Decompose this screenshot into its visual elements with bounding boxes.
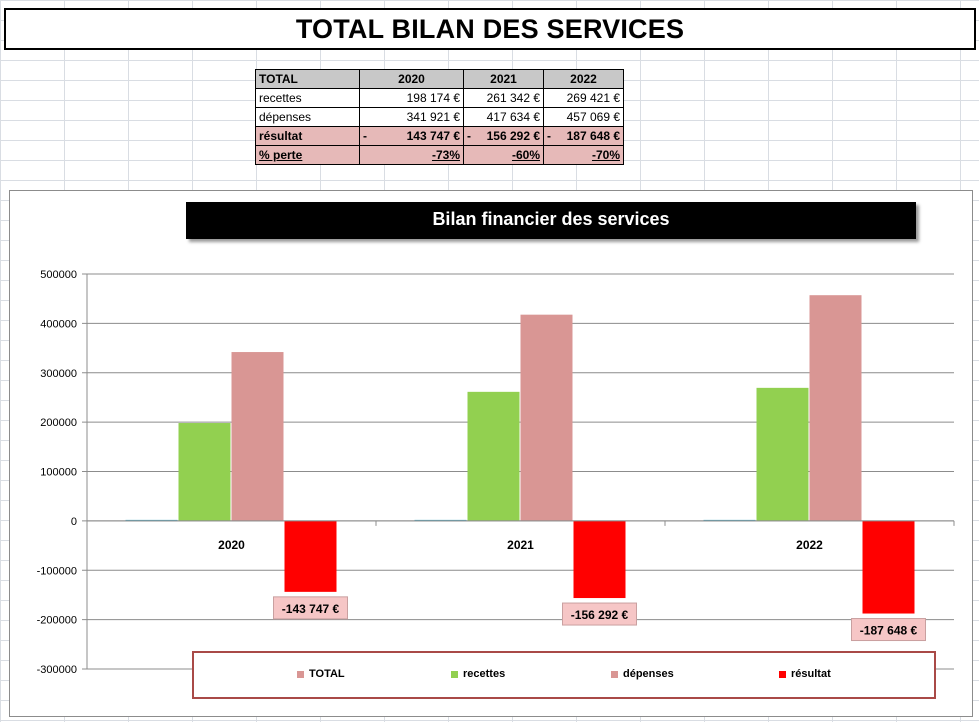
summary-table: TOTAL 2020 2021 2022 recettes 198 174 € …: [255, 69, 624, 165]
y-tick-label: -100000: [37, 565, 77, 577]
header-2022[interactable]: 2022: [543, 69, 624, 89]
table-row-depenses: dépenses 341 921 € 417 634 € 457 069 €: [255, 107, 624, 127]
legend-label-depenses: dépenses: [623, 668, 674, 680]
legend-item-recettes: recettes: [451, 668, 505, 680]
perte-value-2020: -73%: [431, 148, 460, 162]
y-tick-label: 100000: [40, 467, 77, 479]
legend-label-total: TOTAL: [309, 668, 345, 680]
bar-dépenses-2020: [231, 352, 284, 521]
page-title: TOTAL BILAN DES SERVICES: [4, 8, 976, 50]
bar-recettes-2021: [467, 391, 520, 521]
y-tick-label: 0: [71, 516, 77, 528]
data-label-box: [562, 602, 637, 626]
resultat-value-2022: 187 648 €: [566, 129, 620, 143]
y-tick-label: 200000: [40, 417, 77, 429]
perte-value-2021: -60%: [511, 148, 540, 162]
resultat-sign-2020: -: [363, 129, 367, 143]
resultat-value-2021: 156 292 €: [486, 129, 540, 143]
table-row-perte: % perte -73% -60% -70%: [255, 145, 624, 165]
cell-perte-2022[interactable]: -70%: [543, 145, 624, 165]
resultat-sign-2022: -: [547, 129, 551, 143]
table-header-row: TOTAL 2020 2021 2022: [255, 69, 624, 89]
cell-recettes-2020[interactable]: 198 174 €: [359, 88, 464, 108]
row-label-resultat[interactable]: résultat: [255, 126, 360, 146]
header-total[interactable]: TOTAL: [255, 69, 360, 89]
data-label: -156 292 €: [571, 608, 629, 622]
y-tick-label: 400000: [40, 318, 77, 330]
cell-recettes-2022[interactable]: 269 421 €: [543, 88, 624, 108]
chart-title[interactable]: Bilan financier des services: [186, 202, 916, 239]
chart-plot: 500000 400000 300000 200000 100000 0 -100000 -2…: [37, 269, 955, 676]
cell-depenses-2022[interactable]: 457 069 €: [543, 107, 624, 127]
bar-résultat-2021: [573, 520, 626, 599]
x-tick-label: 2021: [507, 538, 534, 552]
bar-résultat-2022: [862, 520, 915, 614]
x-tick-label: 2020: [218, 538, 245, 552]
legend-item-total: TOTAL: [297, 668, 345, 680]
y-tick-label: -200000: [37, 615, 77, 627]
y-tick-label: 500000: [40, 269, 77, 281]
bar-dépenses-2022: [809, 295, 862, 521]
cell-perte-2021[interactable]: -60%: [463, 145, 544, 165]
legend-label-recettes: recettes: [463, 668, 506, 680]
resultat-value-2020: 143 747 €: [406, 129, 460, 143]
header-2020[interactable]: 2020: [359, 69, 464, 89]
y-tick-label: -300000: [37, 664, 77, 676]
cell-resultat-2021[interactable]: - 156 292 €: [463, 126, 544, 146]
bar-recettes-2022: [756, 387, 809, 521]
legend-swatch-total: [297, 670, 304, 678]
row-label-depenses[interactable]: dépenses: [255, 107, 360, 127]
cell-resultat-2020[interactable]: - 143 747 €: [359, 126, 464, 146]
cell-depenses-2021[interactable]: 417 634 €: [463, 107, 544, 127]
row-label-recettes[interactable]: recettes: [255, 88, 360, 108]
cell-recettes-2021[interactable]: 261 342 €: [463, 88, 544, 108]
legend-label-resultat: résultat: [791, 668, 831, 680]
data-label-box: [851, 618, 926, 642]
x-tick-label: 2022: [796, 538, 823, 552]
perte-value-2022: -70%: [591, 148, 620, 162]
resultat-sign-2021: -: [467, 129, 471, 143]
table-row-recettes: recettes 198 174 € 261 342 € 269 421 €: [255, 88, 624, 108]
data-label-box: [273, 596, 348, 620]
y-tick-label: 300000: [40, 368, 77, 380]
bar-recettes-2020: [178, 423, 231, 521]
legend-swatch-resultat: [779, 670, 786, 678]
header-2021[interactable]: 2021: [463, 69, 544, 89]
cell-resultat-2022[interactable]: - 187 648 €: [543, 126, 624, 146]
chart-legend[interactable]: TOTAL recettes dépenses résultat: [192, 651, 936, 699]
bar-résultat-2020: [284, 520, 337, 592]
data-label: -187 648 €: [860, 624, 918, 638]
cell-depenses-2020[interactable]: 341 921 €: [359, 107, 464, 127]
cell-perte-2020[interactable]: -73%: [359, 145, 464, 165]
table-row-resultat: résultat -143 747 € -156 292 € -187 648 …: [255, 126, 624, 146]
chart-area[interactable]: 500000 400000 300000 200000 100000 0 -100000 -2…: [9, 190, 973, 717]
bar-dépenses-2021: [520, 314, 573, 521]
row-label-perte[interactable]: % perte: [255, 145, 360, 165]
legend-swatch-depenses: [611, 670, 618, 678]
legend-item-depenses: dépenses: [611, 668, 674, 680]
legend-swatch-recettes: [451, 670, 458, 678]
data-label: -143 747 €: [282, 602, 340, 616]
legend-item-resultat: résultat: [779, 668, 831, 680]
